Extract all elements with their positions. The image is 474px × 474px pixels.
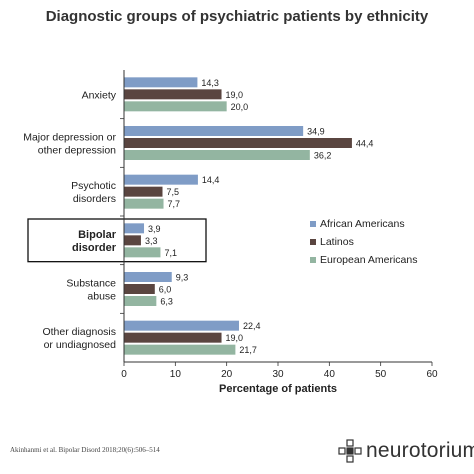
data-label: 34,9 bbox=[307, 127, 325, 137]
data-label: 14,3 bbox=[201, 78, 219, 88]
bar bbox=[124, 150, 310, 160]
bar bbox=[124, 138, 352, 148]
bar bbox=[124, 89, 222, 100]
data-label: 9,3 bbox=[176, 273, 189, 283]
x-tick-label: 60 bbox=[426, 369, 438, 380]
category-label: abuse bbox=[87, 291, 116, 303]
x-tick-label: 50 bbox=[375, 369, 387, 380]
legend-swatch bbox=[310, 257, 316, 263]
brand-name: neurotorium bbox=[366, 439, 474, 462]
bar bbox=[124, 284, 155, 294]
bar bbox=[124, 126, 304, 136]
data-label: 44,4 bbox=[356, 139, 374, 149]
bar bbox=[124, 272, 172, 282]
category-label: Psychotic bbox=[71, 180, 116, 192]
data-label: 36,2 bbox=[314, 151, 332, 161]
data-label: 6,3 bbox=[160, 297, 173, 307]
data-label: 6,0 bbox=[159, 285, 172, 295]
data-label: 7,7 bbox=[168, 199, 181, 209]
data-label: 3,3 bbox=[145, 236, 158, 246]
bar bbox=[124, 247, 161, 258]
bar bbox=[124, 235, 141, 246]
category-label: disorders bbox=[73, 193, 116, 205]
category-label: other depression bbox=[38, 145, 116, 157]
bar bbox=[124, 296, 157, 306]
brand-logo: neurotorium bbox=[338, 436, 474, 466]
data-label: 19,0 bbox=[226, 333, 244, 343]
bar bbox=[124, 101, 227, 112]
x-tick-label: 0 bbox=[121, 369, 127, 380]
category-label: disorder bbox=[72, 242, 117, 254]
category-label: Anxiety bbox=[82, 89, 117, 101]
data-label: 21,7 bbox=[239, 345, 257, 355]
legend-swatch bbox=[310, 221, 316, 227]
x-tick-label: 20 bbox=[221, 369, 233, 380]
source-citation: Akinhanmi et al. Bipolar Disord 2018;20(… bbox=[10, 446, 160, 454]
neurotorium-logo-icon bbox=[338, 439, 362, 463]
category-label: Other diagnosis bbox=[42, 326, 116, 338]
legend-label: African Americans bbox=[320, 218, 405, 230]
highlight-box bbox=[27, 218, 207, 263]
x-tick-label: 30 bbox=[272, 369, 284, 380]
data-label: 7,5 bbox=[167, 187, 180, 197]
legend-swatch bbox=[310, 239, 316, 245]
chart-title: Diagnostic groups of psychiatric patient… bbox=[45, 8, 429, 25]
category-label: Bipolar bbox=[78, 229, 117, 241]
bar bbox=[124, 223, 145, 234]
bar bbox=[124, 344, 236, 355]
data-label: 14,4 bbox=[202, 175, 220, 185]
category-label: Major depression or bbox=[23, 132, 116, 144]
data-label: 3,9 bbox=[148, 224, 161, 234]
bar bbox=[124, 332, 222, 343]
data-label: 20,0 bbox=[231, 102, 249, 112]
bar bbox=[124, 186, 163, 197]
bar bbox=[124, 320, 239, 331]
bar bbox=[124, 77, 198, 88]
data-label: 19,0 bbox=[226, 90, 244, 100]
legend-label: European Americans bbox=[320, 254, 417, 266]
bar bbox=[124, 174, 198, 185]
x-tick-label: 10 bbox=[170, 369, 182, 380]
legend-label: Latinos bbox=[320, 236, 354, 248]
category-label: Substance bbox=[66, 278, 116, 290]
x-tick-label: 40 bbox=[324, 369, 336, 380]
data-label: 7,1 bbox=[164, 248, 177, 258]
category-label: or undiagnosed bbox=[44, 339, 117, 351]
bar bbox=[124, 198, 164, 209]
x-axis-label: Percentage of patients bbox=[219, 383, 337, 395]
data-label: 22,4 bbox=[243, 321, 261, 331]
